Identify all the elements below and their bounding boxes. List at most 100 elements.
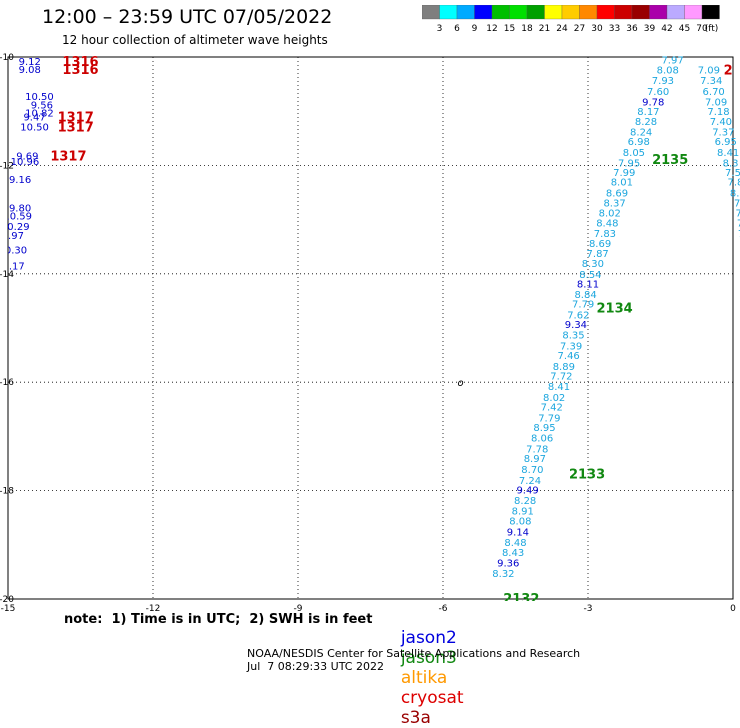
y-tick-label: -14 bbox=[0, 270, 14, 280]
wave-height-label: 7.93 bbox=[652, 76, 674, 87]
colorbar-label: 42 bbox=[661, 24, 672, 34]
wave-height-label: 7.5 bbox=[725, 168, 740, 179]
x-tick-label: -9 bbox=[294, 604, 303, 614]
wave-height-label: 9.56 bbox=[31, 101, 53, 112]
wave-height-label: 8.08 bbox=[509, 516, 531, 527]
wave-height-label: 7.87 bbox=[587, 249, 609, 260]
y-tick-label: -20 bbox=[0, 595, 14, 605]
x-tick-label: -12 bbox=[146, 604, 161, 614]
wave-height-label: 8.69 bbox=[589, 239, 611, 250]
wave-height-label: 8.91 bbox=[512, 507, 534, 518]
wave-height-label: 9.12 bbox=[19, 57, 41, 68]
wave-height-label: 7.79 bbox=[572, 300, 594, 311]
wave-height-label: 6.70 bbox=[703, 87, 725, 98]
wave-height-label: 8.06 bbox=[531, 433, 553, 444]
pass-number-label: 2134 bbox=[596, 301, 632, 316]
y-tick-label: -10 bbox=[0, 53, 14, 63]
wave-height-label: 8.30 bbox=[582, 259, 604, 270]
wave-height-label: 6.98 bbox=[628, 137, 650, 148]
wave-height-label: 7. bbox=[734, 198, 740, 209]
pass-number-label: 2132 bbox=[503, 592, 539, 607]
colorbar-label: 27 bbox=[574, 24, 585, 34]
wave-height-label: 10.50 bbox=[20, 122, 49, 133]
wave-height-label: 9.16 bbox=[9, 175, 31, 186]
y-tick-label: -12 bbox=[0, 161, 14, 171]
wave-height-label: 9.78 bbox=[642, 97, 664, 108]
wave-height-label: 7. bbox=[735, 209, 740, 220]
wave-height-label: 7.40 bbox=[710, 117, 732, 128]
pass-number-label: 2 bbox=[724, 63, 733, 78]
wave-height-label: 7. bbox=[738, 229, 740, 240]
footer-timestamp: Jul 7 08:29:33 UTC 2022 bbox=[247, 660, 384, 673]
wave-height-label: 10.59 bbox=[3, 211, 32, 222]
wave-height-label: 8.3 bbox=[723, 159, 739, 170]
wave-height-label: 8.08 bbox=[657, 65, 679, 76]
colorbar-label: 18 bbox=[521, 24, 533, 34]
colorbar-label: 36 bbox=[626, 24, 638, 34]
wave-height-label: 8.0 bbox=[730, 189, 740, 200]
footer-agency: NOAA/NESDIS Center for Satellite Applica… bbox=[247, 647, 581, 660]
wave-height-label: 6.95 bbox=[715, 137, 737, 148]
wave-height-label: 9.97 bbox=[2, 231, 24, 242]
wave-height-label: 9.49 bbox=[516, 486, 538, 497]
wave-height-label: 10.82 bbox=[25, 108, 54, 119]
wave-height-label: 7.18 bbox=[707, 107, 729, 118]
wave-height-label: 9.34 bbox=[565, 320, 587, 331]
wave-height-label: 7.72 bbox=[550, 372, 572, 383]
wave-height-label: 8.48 bbox=[596, 218, 618, 229]
wave-height-label: 8.95 bbox=[533, 423, 555, 434]
x-tick-label: 0 bbox=[730, 604, 736, 614]
wave-height-label: 8.17 bbox=[637, 107, 659, 118]
pass-number-label: 2133 bbox=[569, 467, 605, 482]
pass-number-label: 1317 bbox=[58, 120, 94, 135]
wave-height-label: 10.30 bbox=[0, 245, 27, 256]
colorbar-label: 21 bbox=[539, 24, 550, 34]
colorbar-label: 9 bbox=[472, 24, 478, 34]
wave-height-label: 7.97 bbox=[661, 56, 683, 67]
wave-height-label: 8.02 bbox=[599, 209, 621, 220]
wave-height-label: 9.14 bbox=[507, 527, 529, 538]
y-tick-label: -18 bbox=[0, 487, 14, 497]
colorbar-label: 39 bbox=[644, 24, 656, 34]
wave-height-label: 8.97 bbox=[524, 454, 546, 465]
colorbar-label: 12 bbox=[486, 24, 497, 34]
wave-height-label: 7.60 bbox=[647, 87, 669, 98]
wave-height-label: 7.83 bbox=[594, 229, 616, 240]
wave-height-label: 8.48 bbox=[504, 538, 526, 549]
y-tick-label: -16 bbox=[0, 378, 14, 388]
wave-height-label: 8.35 bbox=[562, 331, 584, 342]
wave-height-label: 7.24 bbox=[519, 476, 541, 487]
wave-height-label: 8.69 bbox=[606, 189, 628, 200]
legend-cryosat: cryosat bbox=[400, 688, 464, 708]
wave-height-label: 9.80 bbox=[9, 204, 31, 215]
map-title: 12:00 – 23:59 UTC 07/05/2022 bbox=[42, 6, 333, 28]
wave-height-label: 7. bbox=[737, 218, 740, 229]
x-tick-label: -3 bbox=[584, 604, 593, 614]
wave-height-label: 7.09 bbox=[705, 97, 727, 108]
wave-height-label: 7.99 bbox=[613, 168, 635, 179]
map-frame bbox=[7, 56, 734, 600]
pass-number-label: 1317 bbox=[58, 111, 94, 126]
wave-height-label: 8.89 bbox=[553, 362, 575, 373]
wave-height-label: 8.43 bbox=[502, 548, 524, 559]
wave-height-label: 8.32 bbox=[492, 569, 514, 580]
wave-height-label: 7.79 bbox=[538, 413, 560, 424]
wave-height-label: 9.36 bbox=[497, 559, 519, 570]
wave-height-label: 7.34 bbox=[700, 76, 722, 87]
colorbar-label: 24 bbox=[556, 24, 568, 34]
wave-height-label: 8.70 bbox=[521, 465, 543, 476]
colorbar-label: 45 bbox=[679, 24, 690, 34]
footer: NOAA/NESDIS Center for Satellite Applica… bbox=[240, 634, 598, 673]
colorbar-label: 15 bbox=[504, 24, 515, 34]
wave-height-label: 10.50 bbox=[25, 92, 54, 103]
wave-height-label: 7.95 bbox=[618, 159, 640, 170]
wave-height-label: 7.8 bbox=[727, 178, 740, 189]
x-tick-label: -15 bbox=[1, 604, 16, 614]
colorbar-swatch bbox=[701, 5, 720, 20]
wave-height-label: 8.05 bbox=[623, 148, 645, 159]
wave-height-label: 8.28 bbox=[514, 496, 536, 507]
wave-height-label: 8.84 bbox=[574, 290, 596, 301]
wave-height-label: 8.01 bbox=[611, 178, 633, 189]
island-marker: o bbox=[458, 378, 464, 389]
wave-height-label: 8.24 bbox=[630, 127, 652, 138]
